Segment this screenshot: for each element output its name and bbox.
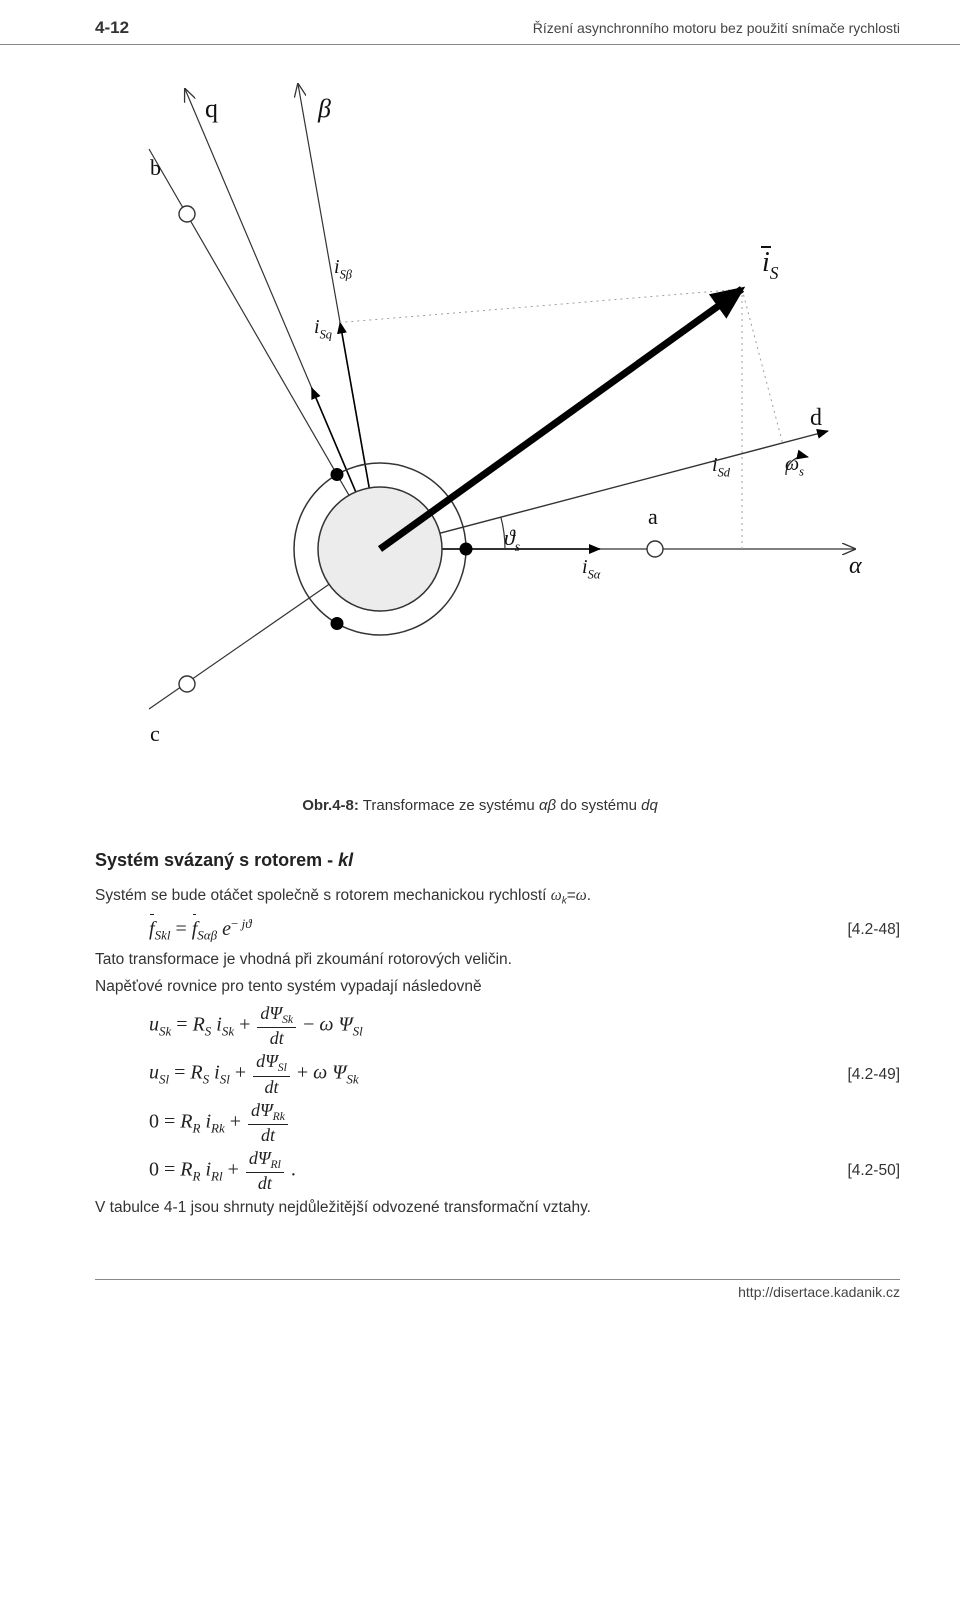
equation-usk-row: uSk = RS iSk + dΨSkdt − ω ΨSl [95,1004,900,1048]
svg-text:α: α [849,553,862,579]
equation-rrk: 0 = RR iRk + dΨRkdt [95,1101,790,1145]
svg-text:ϑs: ϑs [504,525,520,554]
page-footer: http://disertace.kadanik.cz [95,1279,900,1300]
heading-ital: kl [338,850,353,870]
equation-49-number: [4.2-49] [790,1064,900,1086]
svg-text:q: q [205,94,218,123]
equation-48-row: fSkl = fSαβ e− jϑ [4.2-48] [95,915,900,945]
equation-rrl-row: 0 = RR iRl + dΨRldt . [4.2-50] [95,1149,900,1193]
footer-url: http://disertace.kadanik.cz [738,1284,900,1300]
para1-dot: . [587,887,591,904]
equation-rrk-row: 0 = RR iRk + dΨRkdt [95,1101,900,1145]
heading-pre: Systém svázaný s rotorem - [95,850,338,870]
svg-text:iSα: iSα [582,556,601,582]
equation-50-number: [4.2-50] [790,1160,900,1182]
figure-wrap: iSiSαiSβiSqiSdωsϑsabcαβqd [0,49,960,789]
svg-text:iS: iS [762,247,779,283]
caption-text2: do systému [556,797,641,814]
page-header: 4-12 Řízení asynchronního motoru bez pou… [0,0,960,45]
svg-text:iSβ: iSβ [334,256,353,282]
paragraph-3: Napěťové rovnice pro tento systém vypada… [95,976,900,998]
running-title: Řízení asynchronního motoru bez použití … [533,20,900,36]
equation-48-number: [4.2-48] [790,919,900,941]
caption-text1: Transformace ze systému [359,797,539,814]
para1-omega: ω [551,887,562,904]
figure-caption: Obr.4-8: Transformace ze systému αβ do s… [0,797,960,814]
svg-text:β: β [317,94,331,123]
figure-svg: iSiSαiSβiSqiSdωsϑsabcαβqd [90,49,870,789]
svg-text:b: b [150,155,161,180]
caption-ital1: αβ [539,797,556,814]
equation-usl-row: uSl = RS iSl + dΨSldt + ω ΨSk [4.2-49] [95,1052,900,1096]
caption-ital2: dq [641,797,658,814]
equation-usk: uSk = RS iSk + dΨSkdt − ω ΨSl [95,1004,790,1048]
svg-text:c: c [150,721,160,746]
paragraph-4: V tabulce 4-1 jsou shrnuty nejdůležitějš… [95,1197,900,1219]
equation-usl: uSl = RS iSl + dΨSldt + ω ΨSk [95,1052,790,1096]
paragraph-1: Systém se bude otáčet společně s rotorem… [95,885,900,909]
svg-text:d: d [810,405,822,431]
paragraph-2: Tato transformace je vhodná při zkoumání… [95,949,900,971]
para1-eq: = [567,887,576,904]
caption-bold: Obr.4-8: [302,797,359,814]
para1-omega2: ω [576,887,587,904]
para1-a: Systém se bude otáčet společně s rotorem… [95,887,551,904]
page: 4-12 Řízení asynchronního motoru bez pou… [0,0,960,1340]
section-heading: Systém svázaný s rotorem - kl [95,848,900,873]
page-number: 4-12 [95,18,129,38]
equation-48: fSkl = fSαβ e− jϑ [95,915,790,945]
equation-rrl: 0 = RR iRl + dΨRldt . [95,1149,790,1193]
body-text: Systém svázaný s rotorem - kl Systém se … [0,848,960,1219]
svg-text:a: a [648,504,658,529]
svg-text:iSq: iSq [314,316,332,342]
